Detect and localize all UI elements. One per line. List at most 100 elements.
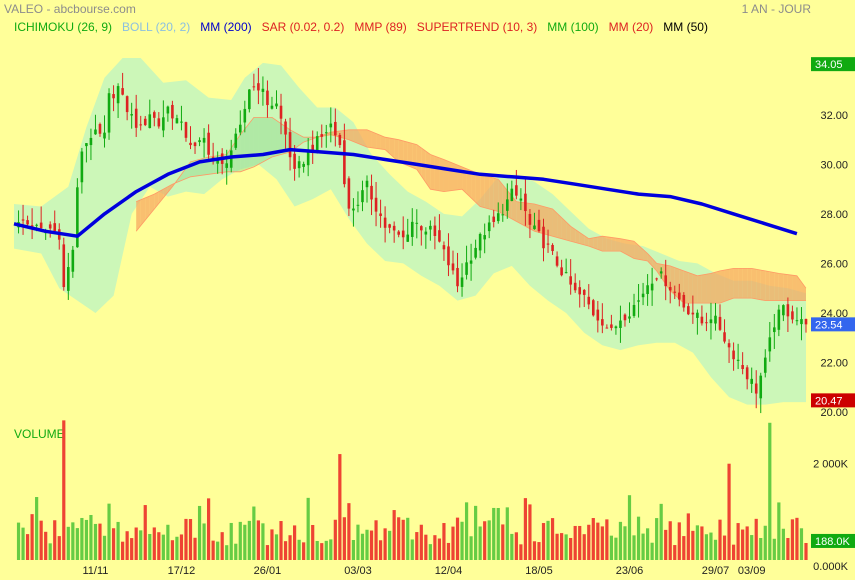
candle-body [537,219,541,232]
ichimoku-cloud-segment [484,175,490,209]
volume-bar [433,535,437,560]
ichimoku-cloud-segment [765,270,770,301]
volume-bar [578,525,582,560]
ichimoku-cloud-segment [756,269,761,300]
ichimoku-cloud-segment [751,268,757,299]
candle-body [21,219,25,221]
volume-bar [636,516,641,560]
volume-bar [256,520,260,560]
x-tick-label: 17/12 [168,565,196,577]
candle-body [605,327,609,329]
ichimoku-cloud-segment [240,128,245,172]
candle-body [98,124,102,134]
volume-bar [369,530,374,560]
candle-body [469,260,473,264]
ichimoku-cloud-segment [471,170,476,203]
ichimoku-cloud-segment [362,129,368,148]
volume-bar [505,507,509,560]
volume-bar [333,519,337,560]
volume-bar [202,523,206,560]
volume-last-label: 188.0K [815,536,851,548]
volume-bar [216,541,220,560]
price-tick-label: 22.00 [820,357,848,369]
candle-body [795,320,799,322]
candle-body [415,222,419,224]
volume-bar [311,524,315,560]
candle-body [266,90,269,106]
volume-bar [297,539,301,560]
candle-body [596,309,600,321]
volume-bar [424,534,428,560]
volume-bar [57,536,61,560]
volume-bar [460,521,464,560]
candle-body [207,132,210,155]
volume-bar [320,543,324,560]
candle-body [279,105,283,119]
volume-bar [175,536,179,560]
legend-item-mm200[interactable]: MM (200) [200,20,252,34]
volume-bar [704,534,709,560]
legend-item-ichimoku[interactable]: ICHIMOKU (26, 9) [14,20,113,34]
legend-item-mm100[interactable]: MM (100) [547,20,599,34]
candle-body [225,163,229,168]
volume-bar [152,527,156,560]
volume-bar [523,498,528,560]
candle-body [551,244,554,252]
legend-item-mmp[interactable]: MMP (89) [354,20,407,34]
ichimoku-cloud-segment [380,135,386,150]
candle-body [229,150,233,168]
volume-bar [75,528,79,560]
volume-bar [365,529,369,560]
volume-bar [713,539,718,560]
volume-bar [564,534,568,560]
candle-body [673,291,677,293]
ichimoku-cloud-segment [434,156,440,191]
volume-bar [270,529,274,560]
volume-bar [741,529,745,560]
candle-body [284,121,287,135]
candle-body [465,262,468,275]
ichimoku-cloud-segment [624,239,630,257]
candle-body [714,315,717,324]
volume-bar [700,526,704,560]
legend-item-supertrend[interactable]: SUPERTREND (10, 3) [416,20,538,34]
candle-body [687,306,690,315]
candle-body [365,180,369,188]
ichimoku-cloud-segment [385,137,390,154]
volume-bar [306,497,310,560]
volume-bar [229,522,233,560]
candle-body [234,133,238,148]
ichimoku-cloud-segment [720,270,725,304]
volume-bar [487,520,491,560]
volume-bar [383,528,387,560]
legend-item-mm20[interactable]: MM (20) [608,20,654,34]
legend-item-mm50[interactable]: MM (50) [663,20,708,34]
ichimoku-cloud-segment [593,237,598,250]
ichimoku-cloud-segment [158,189,164,204]
volume-bar [188,519,193,560]
candle-body [67,267,70,291]
ichimoku-cloud-segment [588,237,594,248]
volume-bar [30,514,34,560]
high-price-marker-box [811,57,855,72]
volume-bar [98,523,102,560]
candle-body [483,235,486,240]
volume-bar [428,544,432,560]
candle-body [696,312,699,318]
volume-bar [25,534,30,560]
candle-body [456,267,459,287]
legend-item-sar[interactable]: SAR (0.02, 0.2) [261,20,345,34]
indicator-legend: ICHIMOKU (26, 9) BOLL (20, 2) MM (200) S… [14,20,708,34]
ichimoku-cloud-segment [448,161,453,192]
ichimoku-cloud-segment [407,142,413,168]
candle-body [71,249,75,272]
ichimoku-cloud-segment [602,236,607,252]
volume-bar [397,517,401,560]
volume-bar [569,537,573,560]
candle-body [125,96,129,113]
ichimoku-cloud-segment [566,221,571,242]
candle-body [406,234,410,242]
candle-body [528,214,532,225]
volume-bar [71,522,75,560]
legend-item-boll[interactable]: BOLL (20, 2) [122,20,191,34]
